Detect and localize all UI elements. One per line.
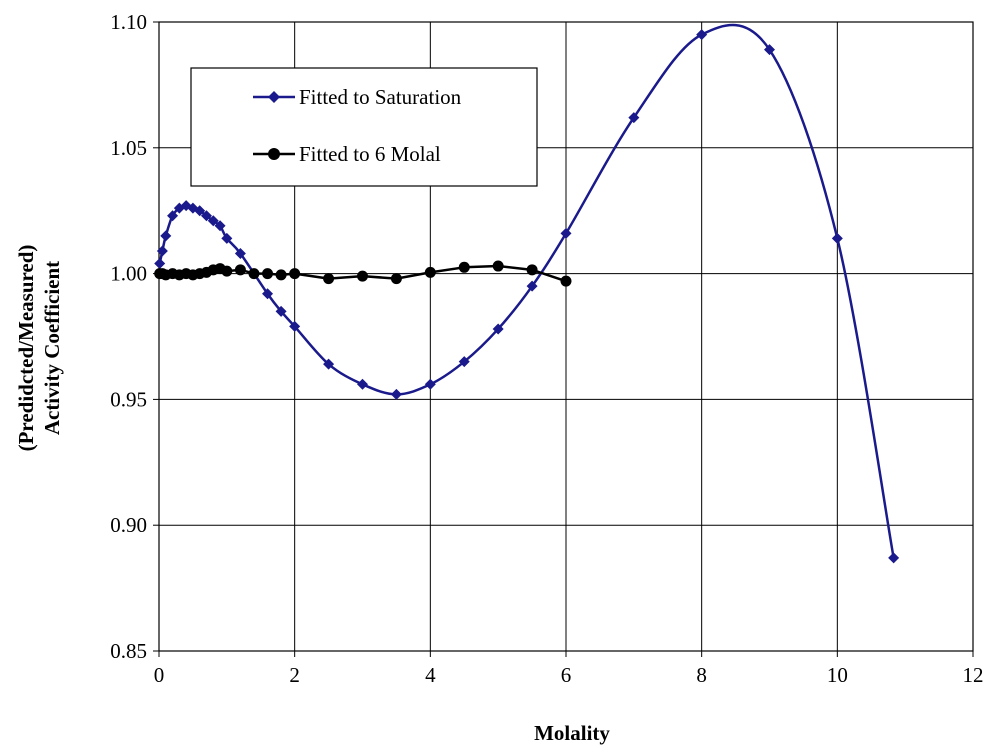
y-tick-label: 0.85 <box>110 639 147 663</box>
data-point-fitted-to-saturation <box>207 215 219 227</box>
data-point-fitted-to-6-molal <box>275 269 287 281</box>
data-point-fitted-to-saturation <box>764 44 775 56</box>
data-point-fitted-to-saturation <box>200 210 212 222</box>
x-tick-label: 8 <box>696 663 707 687</box>
data-point-fitted-to-saturation <box>628 112 640 124</box>
legend: Fitted to Saturation Fitted to 6 Molal <box>190 67 538 187</box>
data-point-fitted-to-saturation <box>831 232 843 244</box>
data-point-fitted-to-saturation <box>154 258 166 270</box>
data-point-fitted-to-saturation <box>234 247 246 259</box>
data-point-fitted-to-saturation <box>458 356 470 368</box>
legend-marker-fitted-to-6-molal <box>268 148 280 160</box>
legend-marker-fitted-to-saturation <box>268 91 280 103</box>
data-point-fitted-to-saturation <box>390 388 402 400</box>
data-point-fitted-to-6-molal <box>221 265 233 277</box>
data-point-fitted-to-saturation <box>214 220 226 232</box>
y-tick-label: 1.00 <box>110 262 147 286</box>
data-point-fitted-to-6-molal <box>323 273 335 285</box>
data-point-fitted-to-saturation <box>167 210 179 222</box>
x-tick-label: 12 <box>963 663 984 687</box>
y-tick-label: 1.05 <box>110 136 147 160</box>
data-point-fitted-to-6-molal <box>234 264 246 276</box>
series-layer <box>154 23 900 564</box>
data-point-fitted-to-6-molal <box>390 273 402 285</box>
y-axis-title-line-2: Activity Coefficient <box>40 261 64 435</box>
data-point-fitted-to-6-molal <box>458 261 470 273</box>
data-point-fitted-to-6-molal <box>492 260 504 272</box>
data-point-fitted-to-6-molal <box>357 270 368 282</box>
data-point-fitted-to-saturation <box>560 227 572 239</box>
y-axis-ticks: 0.85 0.90 0.95 1.00 1.05 1.10 <box>110 10 159 663</box>
data-point-fitted-to-saturation <box>492 323 504 335</box>
data-point-fitted-to-saturation <box>156 245 168 257</box>
data-point-fitted-to-6-molal <box>526 264 538 276</box>
data-point-fitted-to-saturation <box>357 378 368 390</box>
data-point-fitted-to-saturation <box>323 358 335 370</box>
data-point-fitted-to-6-molal <box>248 268 260 280</box>
data-point-fitted-to-saturation <box>194 205 206 217</box>
y-tick-label: 0.90 <box>110 513 147 537</box>
x-tick-label: 2 <box>289 663 300 687</box>
x-tick-label: 10 <box>827 663 848 687</box>
data-point-fitted-to-6-molal <box>424 266 436 278</box>
data-point-fitted-to-saturation <box>221 232 233 244</box>
x-tick-label: 6 <box>561 663 572 687</box>
data-point-fitted-to-saturation <box>888 552 900 564</box>
y-tick-label: 0.95 <box>110 387 147 411</box>
legend-label-fitted-to-6-molal: Fitted to 6 Molal <box>299 142 441 166</box>
series-fitted-to-saturation <box>154 23 900 564</box>
data-point-fitted-to-saturation <box>696 29 708 41</box>
y-tick-label: 1.10 <box>110 10 147 34</box>
data-point-fitted-to-saturation <box>160 230 172 242</box>
data-point-fitted-to-6-molal <box>289 268 301 280</box>
y-axis-title-line-1: (Predidcted/Measured) <box>14 245 38 452</box>
data-point-fitted-to-saturation <box>424 378 436 390</box>
data-point-fitted-to-saturation <box>262 288 274 300</box>
data-point-fitted-to-6-molal <box>262 268 274 280</box>
data-point-fitted-to-6-molal <box>560 275 572 287</box>
data-point-fitted-to-saturation <box>275 305 287 317</box>
data-point-fitted-to-saturation <box>526 280 538 292</box>
x-axis-title: Molality <box>534 721 610 745</box>
data-point-fitted-to-saturation <box>289 320 301 332</box>
series-fitted-to-6-molal <box>154 260 572 287</box>
legend-box <box>190 67 538 187</box>
x-tick-label: 0 <box>154 663 165 687</box>
x-tick-label: 4 <box>425 663 436 687</box>
x-axis-ticks: 0 2 4 6 8 10 12 <box>154 651 984 687</box>
legend-label-fitted-to-saturation: Fitted to Saturation <box>299 85 462 109</box>
